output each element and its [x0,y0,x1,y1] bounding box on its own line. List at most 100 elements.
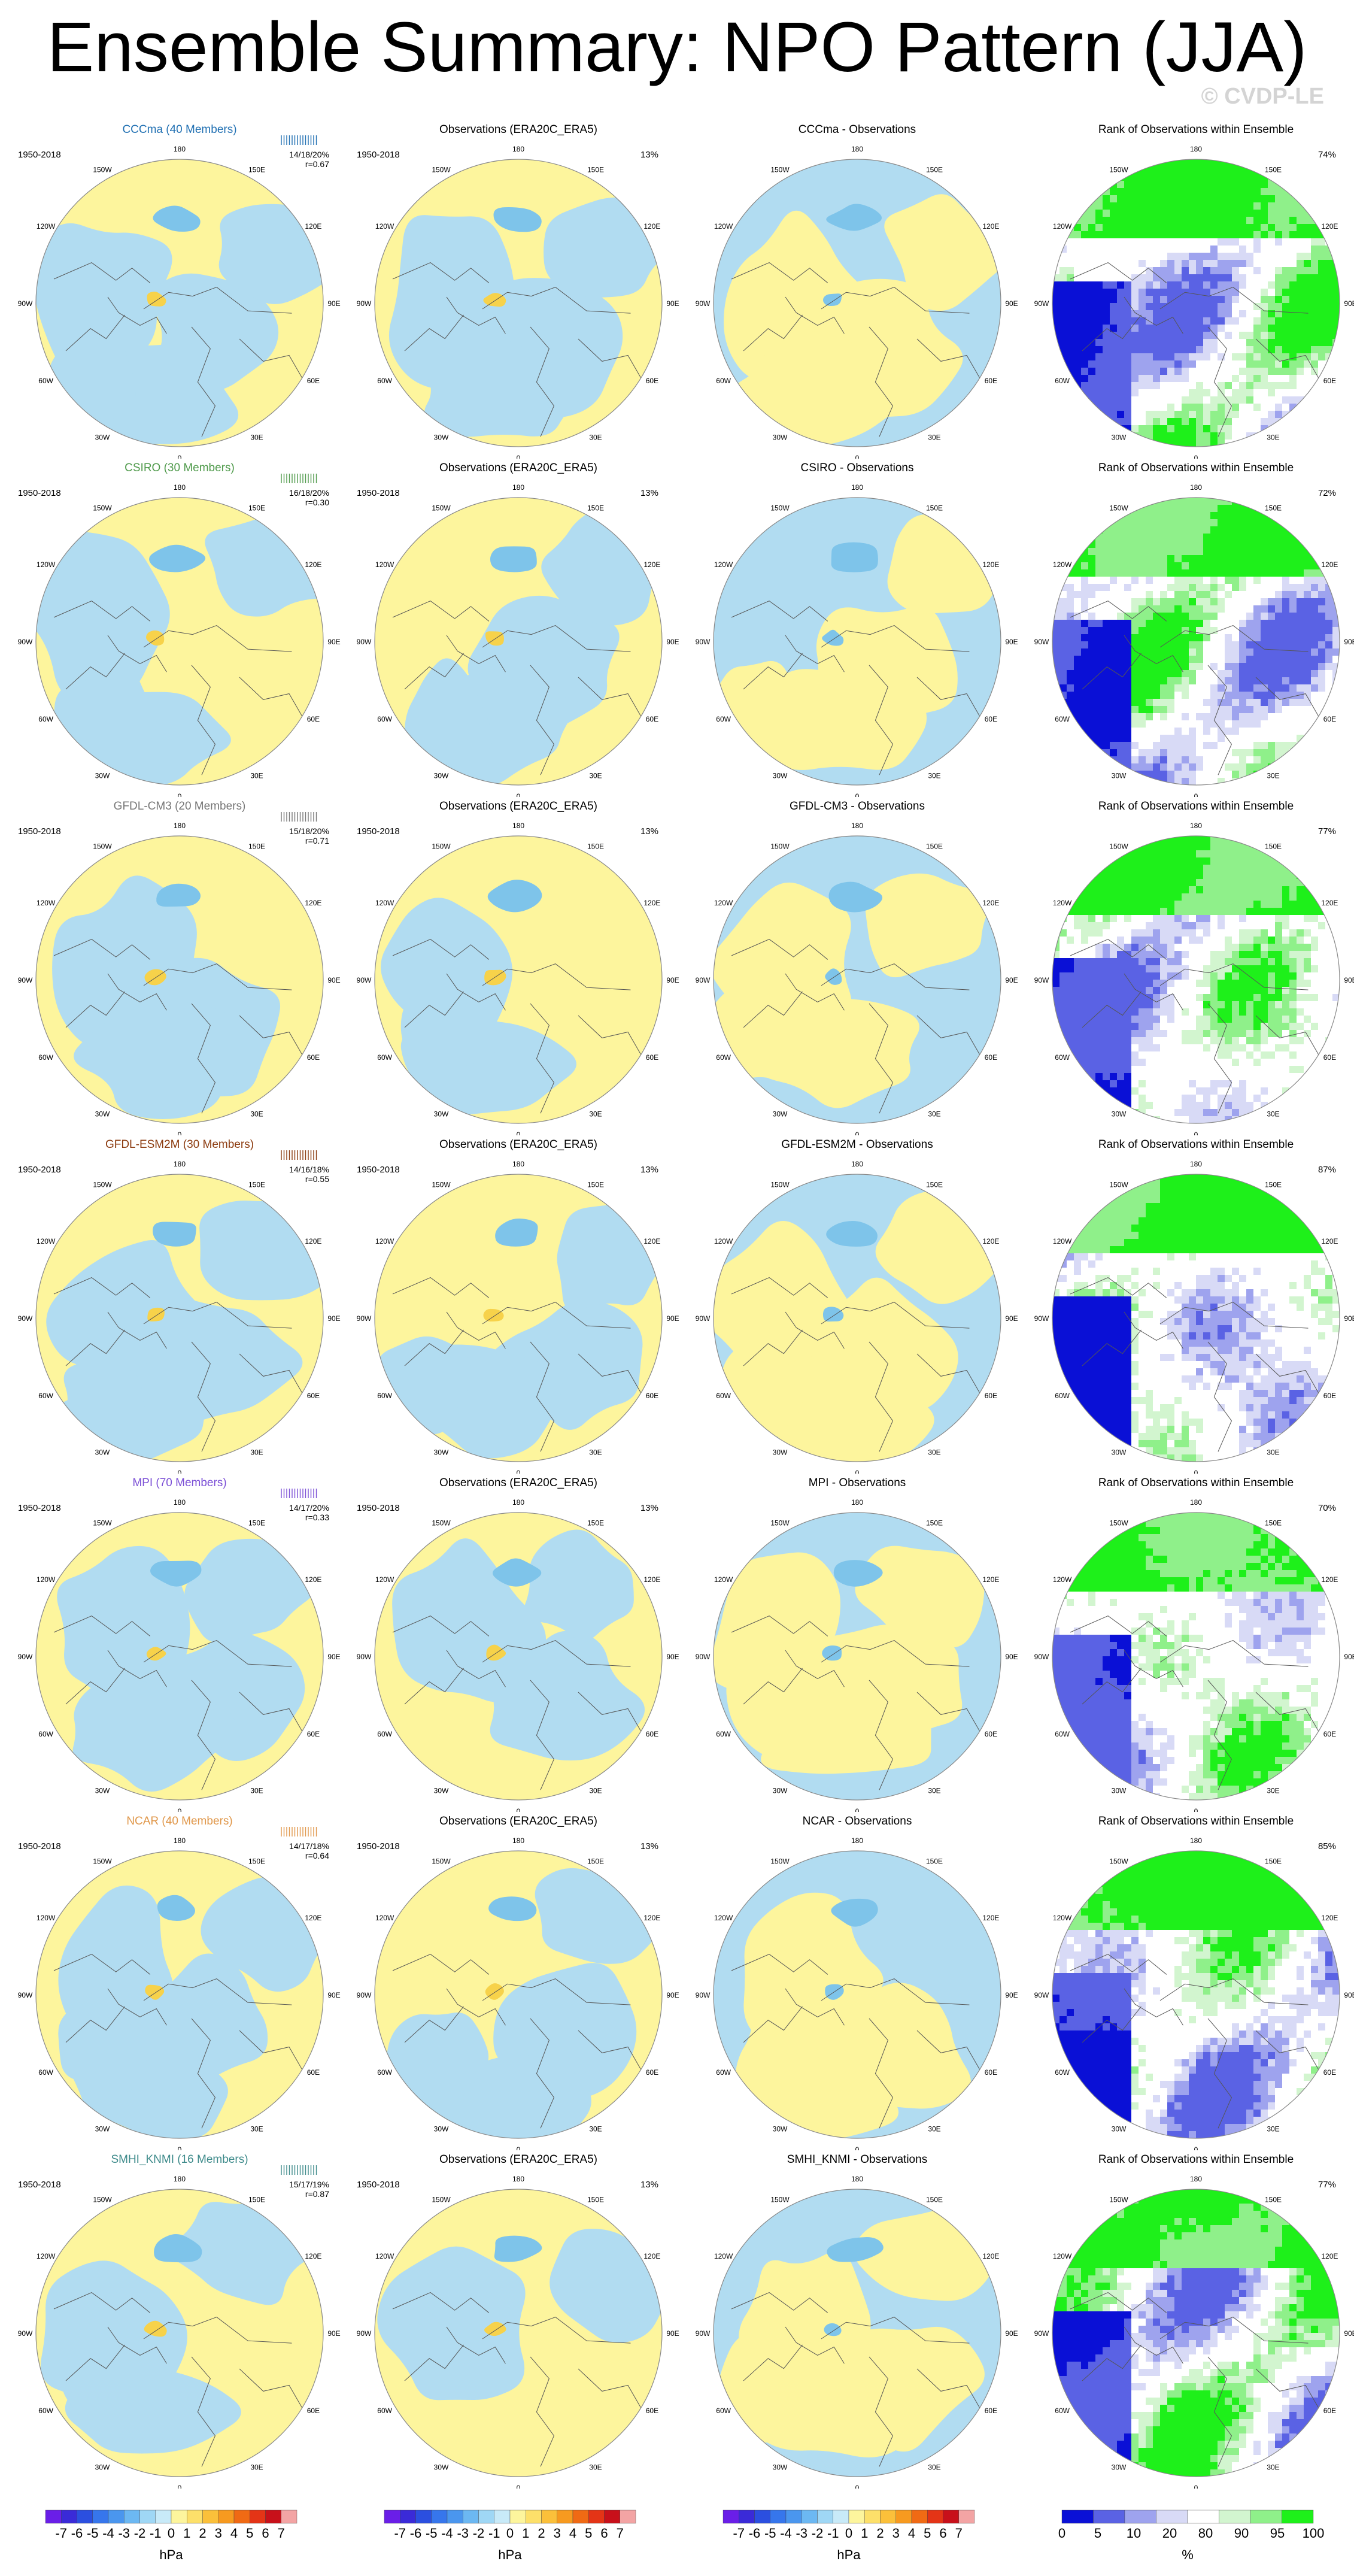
lon-label: 0 [855,454,860,459]
lon-label: 60W [1055,1392,1070,1400]
lon-label: 60E [1323,1730,1336,1738]
lon-label: 90W [1034,638,1049,646]
polar-map: 180 150E 120E 90E 60E 30E 0 30W 60W 90W 120W 150W [18,1160,341,1474]
variance-percent: 85% [1317,1841,1336,1851]
lon-label: 120E [643,1237,660,1245]
lon-label: 120E [982,2252,999,2260]
lon-label: 150W [770,166,790,174]
lon-label: 0 [178,454,182,459]
lon-label: 90W [18,299,33,308]
panel-diff: 180 150E 120E 90E 60E 30E 0 30W 60W 90W 120W 150W GF… [696,1138,1019,1474]
ensemble-stats: 14/17/20% r=0.33 [289,1503,329,1522]
lon-label: 90E [327,2329,340,2338]
lon-label: 30E [250,433,263,441]
period-label: 1950-2018 [357,1165,400,1175]
panel-diff: 180 150E 120E 90E 60E 30E 0 30W 60W 90W 120W 150W MP… [696,1477,1019,1812]
lon-label: 60W [716,2407,731,2415]
lon-label: 30W [434,1786,449,1795]
panel-title: Observations (ERA20C_ERA5) [439,800,597,813]
lon-label: 30E [1267,433,1279,441]
panel-title: Observations (ERA20C_ERA5) [439,1477,597,1489]
lon-label: 30W [1112,2125,1127,2133]
colorbar-tick-label: 0 [506,2526,514,2541]
lon-label: 0 [517,2145,521,2150]
lon-label: 180 [512,1160,524,1168]
lon-label: 30W [95,1110,110,1118]
member-spread-marks [281,2165,317,2175]
panel-obs: 180 150E 120E 90E 60E 30E 0 30W 60W 90W 120W 150W Ob… [357,2153,680,2489]
lon-label: 30W [1112,2463,1127,2471]
lon-label: 180 [1190,2175,1202,2183]
lon-label: 120W [375,222,394,231]
lon-label: 60E [307,2407,320,2415]
lon-label: 120E [305,222,321,231]
colorbar-tick-label: -6 [409,2526,422,2541]
lon-label: 150W [93,166,112,174]
colorbar-tick-label: 4 [907,2526,916,2541]
lon-label: 90E [327,1653,340,1661]
colorbar-tick-label: 5 [1094,2526,1102,2541]
lon-label: 150W [432,1519,451,1528]
panel-title: SMHI_KNMI (16 Members) [111,2153,248,2166]
lon-label: 150E [587,166,604,174]
colorbar-tick-label: 2 [876,2526,884,2541]
panel-title: Rank of Observations within Ensemble [1098,2153,1294,2166]
panel-title: NCAR (40 Members) [126,1815,233,1828]
variance-percent: 77% [1317,826,1336,837]
panel-title: SMHI_KNMI - Observations [787,2153,928,2166]
lon-label: 180 [512,2175,524,2183]
lon-label: 90E [1344,1653,1354,1661]
lon-label: 90E [1344,299,1354,308]
colorbar-hpa: -7 -6 -5 -4 -3 -2 -1 0 1 2 3 4 5 6 7 hPa [40,2509,303,2569]
lon-label: 150W [432,2196,451,2204]
lon-label: 30W [434,771,449,780]
lon-label: 60W [1055,1730,1070,1738]
lon-label: 150E [587,504,604,513]
member-spread-marks [281,812,317,822]
variance-percent: 13% [640,1503,658,1513]
lon-label: 150W [1109,504,1128,513]
lon-label: 150E [1265,1181,1282,1189]
lon-label: 60W [38,377,53,385]
lon-label: 120E [305,1575,321,1584]
panel-rank: 180 150E 120E 90E 60E 30E 0 30W 60W 90W 120W 150W Ra… [1034,123,1354,459]
colorbar-tick-label: -4 [441,2526,453,2541]
lon-label: 60W [377,1053,392,1062]
colorbar-tick-label: -5 [764,2526,776,2541]
lon-label: 90E [666,976,679,984]
lon-label: 90E [1005,638,1018,646]
lon-label: 60W [377,2068,392,2077]
lon-label: 180 [851,145,863,153]
variance-percent: 13% [640,150,658,160]
ensemble-stats: 16/18/20% r=0.30 [289,488,329,507]
lon-label: 60W [38,715,53,723]
lon-label: 90W [18,1991,33,1999]
lon-label: 150W [93,1181,112,1189]
colorbar-hpa: -7 -6 -5 -4 -3 -2 -1 0 1 2 3 4 5 6 7 hPa [378,2509,642,2569]
lon-label: 120W [714,222,733,231]
lon-label: 120W [375,560,394,569]
lon-label: 180 [174,1160,186,1168]
lon-label: 0 [1194,1807,1198,1812]
panel-title: Observations (ERA20C_ERA5) [439,123,597,136]
lon-label: 150W [93,2196,112,2204]
colorbar-tick-label: 7 [616,2526,624,2541]
lon-label: 180 [512,145,524,153]
colorbar-swatches [722,2510,975,2524]
lon-label: 90W [18,1653,33,1661]
lon-label: 120W [714,2252,733,2260]
panel-diff: 180 150E 120E 90E 60E 30E 0 30W 60W 90W 120W 150W GF… [696,800,1019,1135]
lon-label: 90E [1005,299,1018,308]
lon-label: 150E [587,1519,604,1528]
lon-label: 90E [666,1314,679,1323]
lon-label: 90W [696,299,711,308]
panel-title: GFDL-CM3 (20 Members) [113,800,246,813]
lon-label: 60W [716,1053,731,1062]
colorbar-tick-label: -5 [86,2526,99,2541]
lon-label: 30E [928,1786,940,1795]
lon-label: 120E [982,1914,999,1922]
lon-label: 90W [357,1991,372,1999]
lon-label: 90W [1034,1991,1049,1999]
period-label: 1950-2018 [357,488,400,498]
lon-label: 180 [512,1836,524,1845]
